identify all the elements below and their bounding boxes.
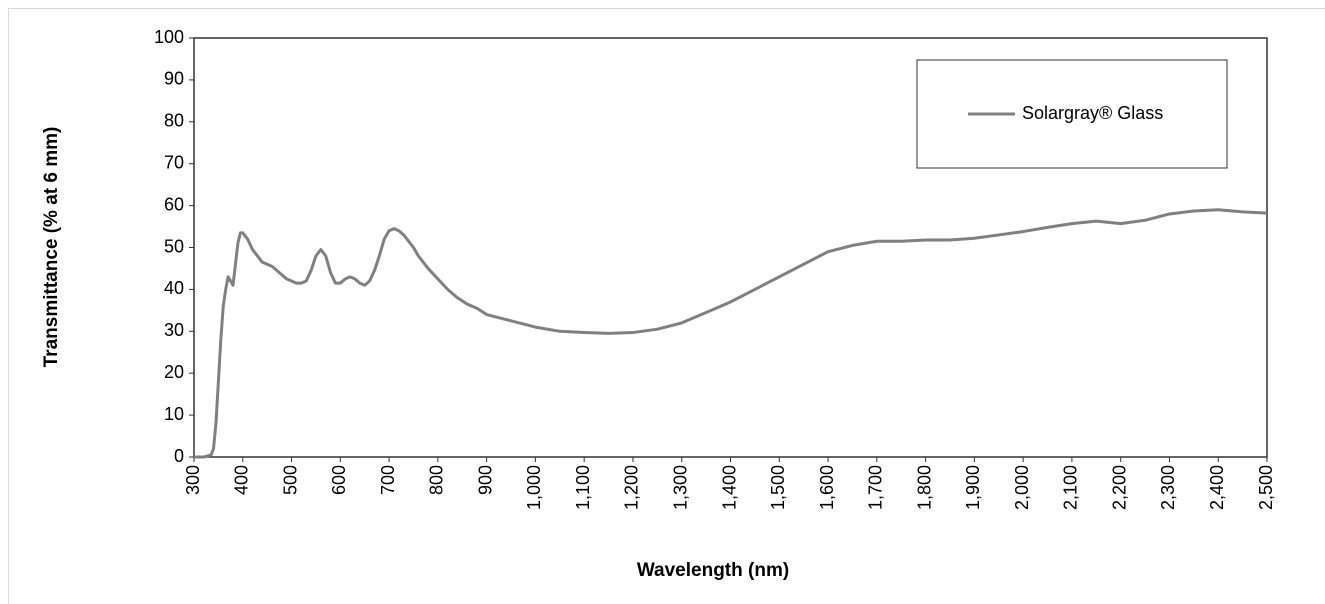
x-tick-label: 1,400 bbox=[719, 465, 739, 510]
x-tick-label: 900 bbox=[475, 465, 495, 495]
y-tick-label: 90 bbox=[164, 69, 184, 89]
y-axis-title: Transmittance (% at 6 mm) bbox=[41, 127, 62, 368]
x-tick-label: 1,500 bbox=[768, 465, 788, 510]
x-axis-title: Wavelength (nm) bbox=[637, 560, 789, 581]
x-tick-label: 2,300 bbox=[1158, 465, 1178, 510]
x-tick-label: 2,000 bbox=[1012, 465, 1032, 510]
y-tick-label: 50 bbox=[164, 236, 184, 256]
x-tick-label: 1,300 bbox=[670, 465, 690, 510]
x-tick-label: 1,600 bbox=[817, 465, 837, 510]
series-line bbox=[194, 208, 1268, 459]
y-tick-label: 60 bbox=[164, 194, 184, 214]
y-tick-label: 20 bbox=[164, 362, 184, 382]
x-tick-label: 1,200 bbox=[622, 465, 642, 510]
x-tick-label: 1,900 bbox=[963, 465, 983, 510]
x-tick-label: 2,100 bbox=[1061, 465, 1081, 510]
y-tick-label: 30 bbox=[164, 320, 184, 340]
y-tick-label: 70 bbox=[164, 152, 184, 172]
x-tick-label: 1,100 bbox=[573, 465, 593, 510]
x-tick-label: 600 bbox=[329, 465, 349, 495]
x-tick-label: 1,000 bbox=[524, 465, 544, 510]
x-tick-label: 1,800 bbox=[914, 465, 934, 510]
x-tick-label: 2,400 bbox=[1207, 465, 1227, 510]
x-tick-label: 800 bbox=[427, 465, 447, 495]
x-tick-label: 300 bbox=[183, 465, 203, 495]
chart-frame bbox=[8, 8, 1325, 604]
y-tick-label: 0 bbox=[174, 446, 184, 466]
plot-area bbox=[193, 37, 1268, 458]
y-tick-label: 100 bbox=[154, 27, 184, 47]
x-tick-label: 2,200 bbox=[1109, 465, 1129, 510]
y-tick-label: 40 bbox=[164, 278, 184, 298]
x-tick-label: 400 bbox=[232, 465, 252, 495]
y-tick-label: 10 bbox=[164, 404, 184, 424]
y-tick-label: 80 bbox=[164, 111, 184, 131]
x-tick-label: 2,500 bbox=[1256, 465, 1276, 510]
x-tick-label: 500 bbox=[280, 465, 300, 495]
legend-label: Solargray® Glass bbox=[1022, 103, 1163, 123]
x-tick-label: 1,700 bbox=[866, 465, 886, 510]
x-tick-label: 700 bbox=[378, 465, 398, 495]
